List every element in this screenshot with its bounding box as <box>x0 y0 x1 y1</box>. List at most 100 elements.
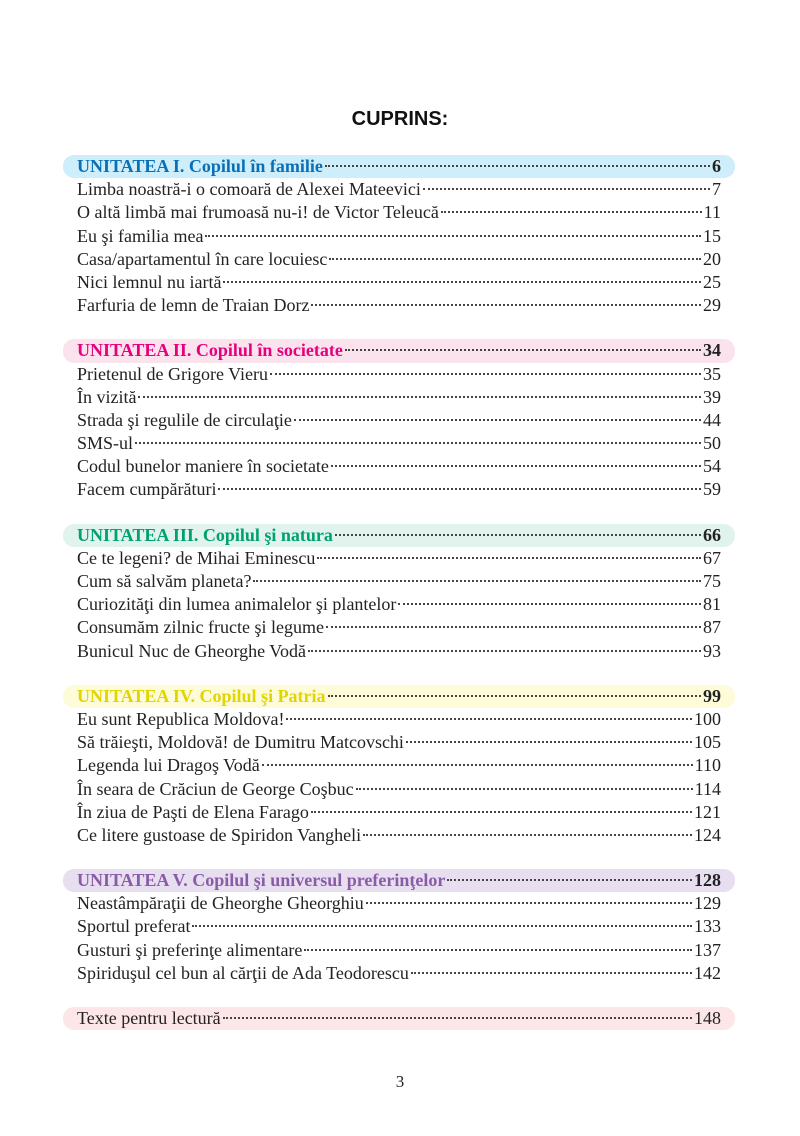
toc-entry[interactable]: Limba noastră-i o comoară de Alexei Mate… <box>63 178 735 201</box>
toc-entry[interactable]: În seara de Crăciun de George Coşbuc 114 <box>63 778 735 801</box>
dot-leader <box>222 1017 692 1019</box>
entry-title: Limba noastră-i o comoară de Alexei Mate… <box>77 179 421 200</box>
dot-leader <box>261 764 693 767</box>
entry-page: 100 <box>694 708 721 729</box>
entry-title: Texte pentru lectură <box>77 1008 221 1028</box>
dot-leader <box>205 234 701 237</box>
toc-entry[interactable]: Spiriduşul cel bun al cărţii de Ada Teod… <box>63 962 735 985</box>
toc-entry[interactable]: Sportul preferat 133 <box>63 915 735 938</box>
dot-leader <box>270 372 701 375</box>
entry-title: Sportul preferat <box>77 916 191 937</box>
toc-entry[interactable]: Ce litere gustoase de Spiridon Vangheli 1… <box>63 824 735 847</box>
toc-section: UNITATEA IV. Copilul şi Patria 99 Eu sunt … <box>63 684 735 847</box>
entry-title: Ce litere gustoase de Spiridon Vangheli <box>77 824 362 845</box>
toc-entry[interactable]: Bunicul Nuc de Gheorghe Vodă 93 <box>63 640 735 663</box>
entry-title: UNITATEA IV. Copilul şi Patria <box>77 685 326 706</box>
dot-leader <box>307 649 701 652</box>
toc-entry[interactable]: Ce te legeni? de Mihai Eminescu 67 <box>63 547 735 570</box>
dot-leader <box>363 833 692 836</box>
dot-leader <box>223 280 701 283</box>
unit-heading[interactable]: UNITATEA V. Copilul şi universul preferi… <box>63 869 735 893</box>
entry-title: Eu sunt Republica Moldova! <box>77 708 285 729</box>
dot-leader <box>327 694 701 697</box>
toc-entry[interactable]: O altă limbă mai frumoasă nu-i! de Victo… <box>63 201 735 224</box>
entry-page: 133 <box>694 916 721 937</box>
entry-page: 59 <box>703 479 721 500</box>
toc-entry[interactable]: Consumăm zilnic fructe şi legume 87 <box>63 616 735 639</box>
entry-page: 25 <box>703 271 721 292</box>
entry-title: În ziua de Paşti de Elena Farago <box>77 801 309 822</box>
entry-page: 34 <box>703 340 721 361</box>
entry-title: Facem cumpărături <box>77 479 217 500</box>
entry-page: 105 <box>694 732 721 753</box>
dot-leader <box>329 257 701 260</box>
reading-texts-entry[interactable]: Texte pentru lectură 148 <box>63 1007 735 1031</box>
entry-title: În vizită <box>77 386 137 407</box>
entry-title: Legenda lui Dragoş Vodă <box>77 755 260 776</box>
dot-leader <box>365 902 692 905</box>
toc-entry[interactable]: Prietenul de Grigore Vieru 35 <box>63 363 735 386</box>
entry-title: UNITATEA III. Copilul şi natura <box>77 524 333 545</box>
entry-page: 110 <box>694 755 721 776</box>
entry-title: Farfuria de lemn de Traian Dorz <box>77 295 310 316</box>
dot-leader <box>310 810 692 813</box>
entry-page: 66 <box>703 524 721 545</box>
entry-page: 129 <box>694 893 721 914</box>
entry-title: Nici lemnul nu iartă <box>77 271 222 292</box>
entry-title: O altă limbă mai frumoasă nu-i! de Victo… <box>77 202 439 223</box>
toc-entry[interactable]: Eu şi familia mea 15 <box>63 225 735 248</box>
toc-entry[interactable]: Legenda lui Dragoş Vodă 110 <box>63 754 735 777</box>
entry-page: 6 <box>712 156 721 176</box>
toc-entry[interactable]: Farfuria de lemn de Traian Dorz 29 <box>63 294 735 317</box>
unit-heading[interactable]: UNITATEA I. Copilul în familie 6 <box>63 155 735 179</box>
unit-heading[interactable]: UNITATEA IV. Copilul şi Patria 99 <box>63 684 735 708</box>
dot-leader <box>286 717 692 720</box>
dot-leader <box>317 556 701 559</box>
dot-leader <box>293 418 701 421</box>
toc-entry[interactable]: Facem cumpărături 59 <box>63 478 735 501</box>
toc-entry[interactable]: Eu sunt Republica Moldova! 100 <box>63 708 735 731</box>
entry-title: Bunicul Nuc de Gheorghe Vodă <box>77 640 306 661</box>
entry-page: 15 <box>703 225 721 246</box>
entry-page: 137 <box>694 939 721 960</box>
unit-heading[interactable]: UNITATEA II. Copilul în societate 34 <box>63 339 735 363</box>
toc-entry[interactable]: Neastâmpăraţii de Gheorghe Gheorghiu 129 <box>63 892 735 915</box>
entry-title: Codul bunelor maniere în societate <box>77 456 329 477</box>
toc-entry[interactable]: În vizită 39 <box>63 386 735 409</box>
entry-page: 75 <box>703 571 721 591</box>
toc-entry[interactable]: Codul bunelor maniere în societate 54 <box>63 455 735 478</box>
entry-page: 44 <box>703 409 721 430</box>
dot-leader <box>334 533 701 536</box>
entry-page: 142 <box>694 962 721 983</box>
toc-entry[interactable]: Să trăieşti, Moldovă! de Dumitru Matcovs… <box>63 731 735 754</box>
toc-entry[interactable]: Casa/apartamentul în care locuiesc 20 <box>63 248 735 271</box>
entry-title: Să trăieşti, Moldovă! de Dumitru Matcovs… <box>77 732 404 753</box>
toc-entry[interactable]: În ziua de Paşti de Elena Farago 121 <box>63 801 735 824</box>
entry-title: UNITATEA II. Copilul în societate <box>77 340 343 361</box>
toc-entry[interactable]: Strada şi regulile de circulaţie 44 <box>63 409 735 432</box>
dot-leader <box>325 626 701 629</box>
toc-entry[interactable]: Gusturi şi preferinţe alimentare 137 <box>63 939 735 962</box>
toc-entry[interactable]: Nici lemnul nu iartă 25 <box>63 271 735 294</box>
toc-entry[interactable]: SMS-ul 50 <box>63 432 735 455</box>
entry-title: UNITATEA V. Copilul şi universul preferi… <box>77 870 446 891</box>
dot-leader <box>324 165 710 167</box>
entry-title: Casa/apartamentul în care locuiesc <box>77 248 328 269</box>
table-of-contents: UNITATEA I. Copilul în familie 6 Limba noa… <box>63 155 735 1052</box>
entry-title: Cum să salvăm planeta? <box>77 571 252 591</box>
entry-page: 87 <box>703 617 721 638</box>
dot-leader <box>422 188 710 191</box>
toc-entry[interactable]: Cum să salvăm planeta? 75 <box>63 570 735 593</box>
dot-leader <box>398 603 701 606</box>
entry-page: 124 <box>694 824 721 845</box>
unit-heading[interactable]: UNITATEA III. Copilul şi natura 66 <box>63 523 735 547</box>
entry-page: 99 <box>703 685 721 706</box>
entry-title: Strada şi regulile de circulaţie <box>77 409 292 430</box>
entry-title: Prietenul de Grigore Vieru <box>77 363 269 384</box>
dot-leader <box>330 465 701 468</box>
dot-leader <box>447 879 692 882</box>
entry-page: 35 <box>703 363 721 384</box>
toc-section: UNITATEA II. Copilul în societate 34 Priet… <box>63 339 735 501</box>
dot-leader <box>440 211 702 214</box>
toc-entry[interactable]: Curiozităţi din lumea animalelor şi plan… <box>63 593 735 616</box>
